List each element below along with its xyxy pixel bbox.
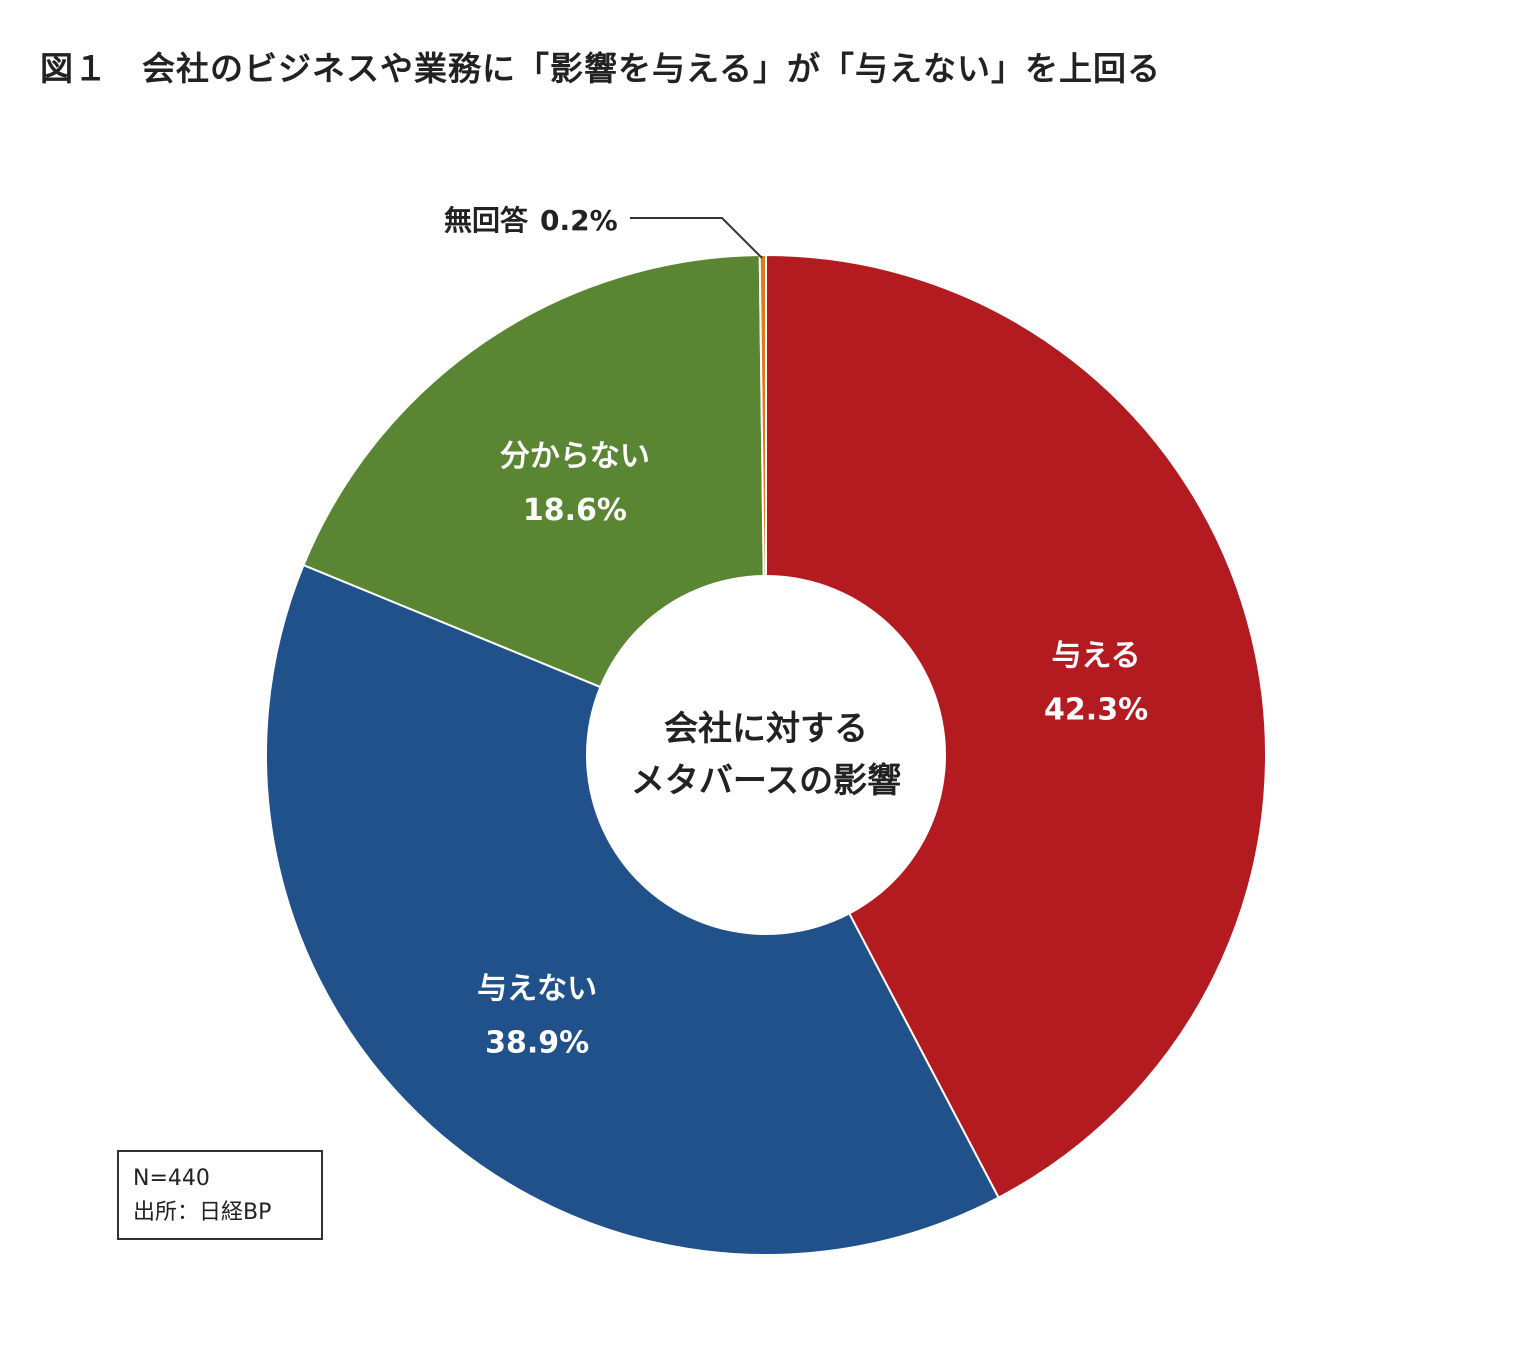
callout-label-name: 無回答 bbox=[444, 204, 529, 237]
slice-label-wakaranai: 分からない bbox=[500, 439, 650, 474]
slice-ataeru bbox=[765, 253, 1267, 1199]
chart-title: 図１ 会社のビジネスや業務に「影響を与える」が「与えない」を上回る bbox=[40, 49, 1162, 88]
slice-value-ataeru: 42.3% bbox=[1044, 693, 1148, 728]
callout-leader-line bbox=[630, 217, 763, 259]
center-label-line-2: メタバースの影響 bbox=[631, 761, 901, 801]
slice-label-ataeru: 与える bbox=[1052, 639, 1141, 674]
slice-ataenai bbox=[265, 563, 1000, 1257]
source-text: 出所：日経BP bbox=[133, 1200, 272, 1225]
slice-label-ataenai: 与えない bbox=[477, 971, 597, 1006]
sample-size: N=440 bbox=[133, 1166, 210, 1191]
center-label-line-1: 会社に対する bbox=[664, 709, 868, 749]
slice-labels-group: 与える 42.3% 与えない 38.9% 分からない 18.6% bbox=[477, 439, 1148, 1061]
callout-label-value: 0.2% bbox=[540, 204, 618, 237]
donut-hole bbox=[586, 575, 946, 935]
source-note: N=440 出所：日経BP bbox=[117, 1150, 323, 1240]
slice-value-wakaranai: 18.6% bbox=[523, 493, 627, 528]
slice-value-ataenai: 38.9% bbox=[485, 1025, 589, 1060]
